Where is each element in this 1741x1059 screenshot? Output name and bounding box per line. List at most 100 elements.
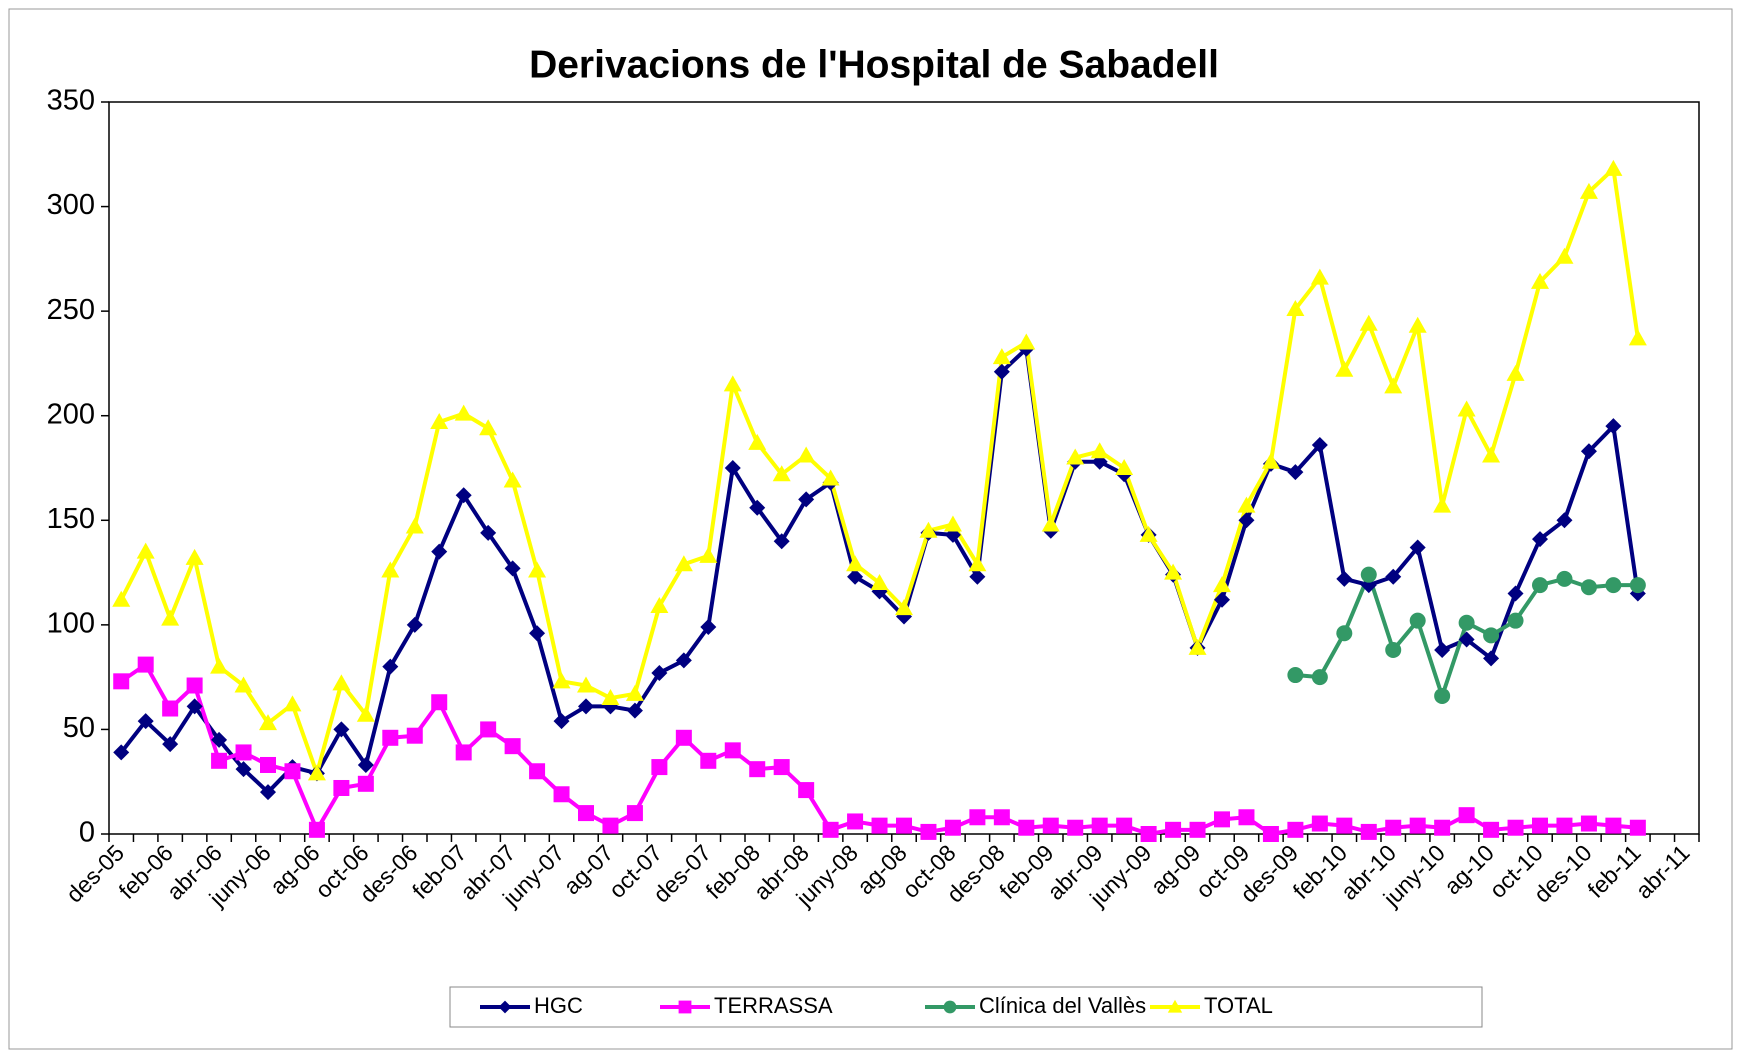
data-point (260, 756, 276, 773)
data-point (333, 721, 350, 738)
data-point (578, 805, 594, 822)
data-point (1605, 577, 1622, 594)
data-point (333, 779, 350, 796)
y-tick-label: 150 (47, 503, 95, 535)
data-point (161, 609, 180, 626)
data-point (1042, 817, 1059, 834)
data-point (1360, 823, 1377, 840)
data-point (969, 809, 986, 826)
data-point (1310, 268, 1329, 285)
data-point (136, 542, 155, 559)
data-point (259, 714, 277, 731)
data-point (626, 805, 643, 822)
data-point (749, 499, 766, 516)
data-point (1507, 585, 1524, 602)
data-point (577, 676, 595, 693)
data-point (651, 664, 668, 681)
data-point (382, 729, 399, 746)
data-point (1091, 817, 1108, 834)
data-point (1385, 819, 1402, 836)
data-point (162, 700, 179, 717)
data-point (1041, 515, 1060, 532)
data-point (650, 597, 669, 614)
data-point (1458, 807, 1475, 824)
data-point (1532, 817, 1548, 834)
data-point (480, 721, 497, 738)
data-point (847, 568, 864, 585)
data-point (1286, 300, 1305, 317)
data-point (651, 759, 668, 776)
data-point (1409, 612, 1426, 629)
data-point (211, 752, 228, 769)
data-point (993, 809, 1010, 826)
data-point (798, 782, 815, 799)
data-point (357, 775, 374, 792)
y-tick-label: 0 (79, 817, 95, 849)
legend-marker (1167, 999, 1183, 1013)
legend-label: TOTAL (1204, 993, 1273, 1018)
data-point (700, 618, 717, 635)
data-point (1506, 364, 1525, 381)
legend-marker (943, 1000, 957, 1014)
data-point (1409, 817, 1426, 834)
data-point (625, 684, 644, 701)
data-point (185, 548, 204, 565)
data-point (406, 727, 423, 744)
data-point (480, 524, 497, 541)
data-point (773, 533, 790, 550)
data-point (406, 616, 423, 633)
data-point (870, 574, 889, 591)
data-point (1066, 448, 1085, 465)
data-point (1090, 442, 1109, 459)
data-point (675, 729, 692, 746)
data-point (1483, 627, 1500, 644)
data-point (846, 555, 865, 572)
data-point (1287, 667, 1304, 684)
data-point (1360, 566, 1377, 583)
data-point (798, 491, 815, 508)
data-point (1287, 464, 1304, 481)
data-point (235, 761, 252, 778)
data-point (1604, 159, 1623, 176)
data-point (1605, 418, 1622, 435)
data-point (1458, 631, 1475, 648)
data-point (1385, 641, 1402, 658)
data-point (455, 487, 472, 504)
data-point (1629, 577, 1646, 594)
data-point (1531, 272, 1549, 289)
chart-title: Derivacions de l'Hospital de Sabadell (529, 43, 1219, 86)
data-point (234, 676, 253, 693)
y-tick-label: 50 (63, 712, 95, 744)
data-point (1629, 819, 1646, 836)
data-point (969, 568, 986, 585)
data-point (944, 819, 961, 836)
data-point (1555, 247, 1574, 264)
data-point (993, 363, 1010, 380)
data-point (1238, 512, 1255, 529)
data-point (1140, 826, 1157, 842)
data-point (553, 713, 570, 730)
data-point (1507, 612, 1524, 629)
data-point (1556, 512, 1573, 529)
data-point (186, 677, 203, 694)
data-point (724, 460, 741, 476)
data-point (1434, 819, 1451, 836)
data-point (943, 515, 962, 532)
data-point (283, 695, 302, 712)
data-point (724, 742, 741, 759)
data-point (992, 348, 1011, 365)
data-point (503, 471, 522, 488)
data-point (186, 698, 203, 715)
data-point (700, 752, 717, 769)
legend-marker (678, 1000, 692, 1014)
data-point (1214, 811, 1230, 828)
data-point (1580, 815, 1597, 832)
data-point (821, 469, 840, 486)
data-point (1434, 687, 1451, 704)
data-point (1385, 568, 1402, 585)
data-point (674, 555, 693, 572)
data-point (454, 404, 473, 421)
data-point (1189, 821, 1206, 838)
data-point (895, 599, 913, 616)
y-tick-label: 250 (47, 294, 95, 326)
